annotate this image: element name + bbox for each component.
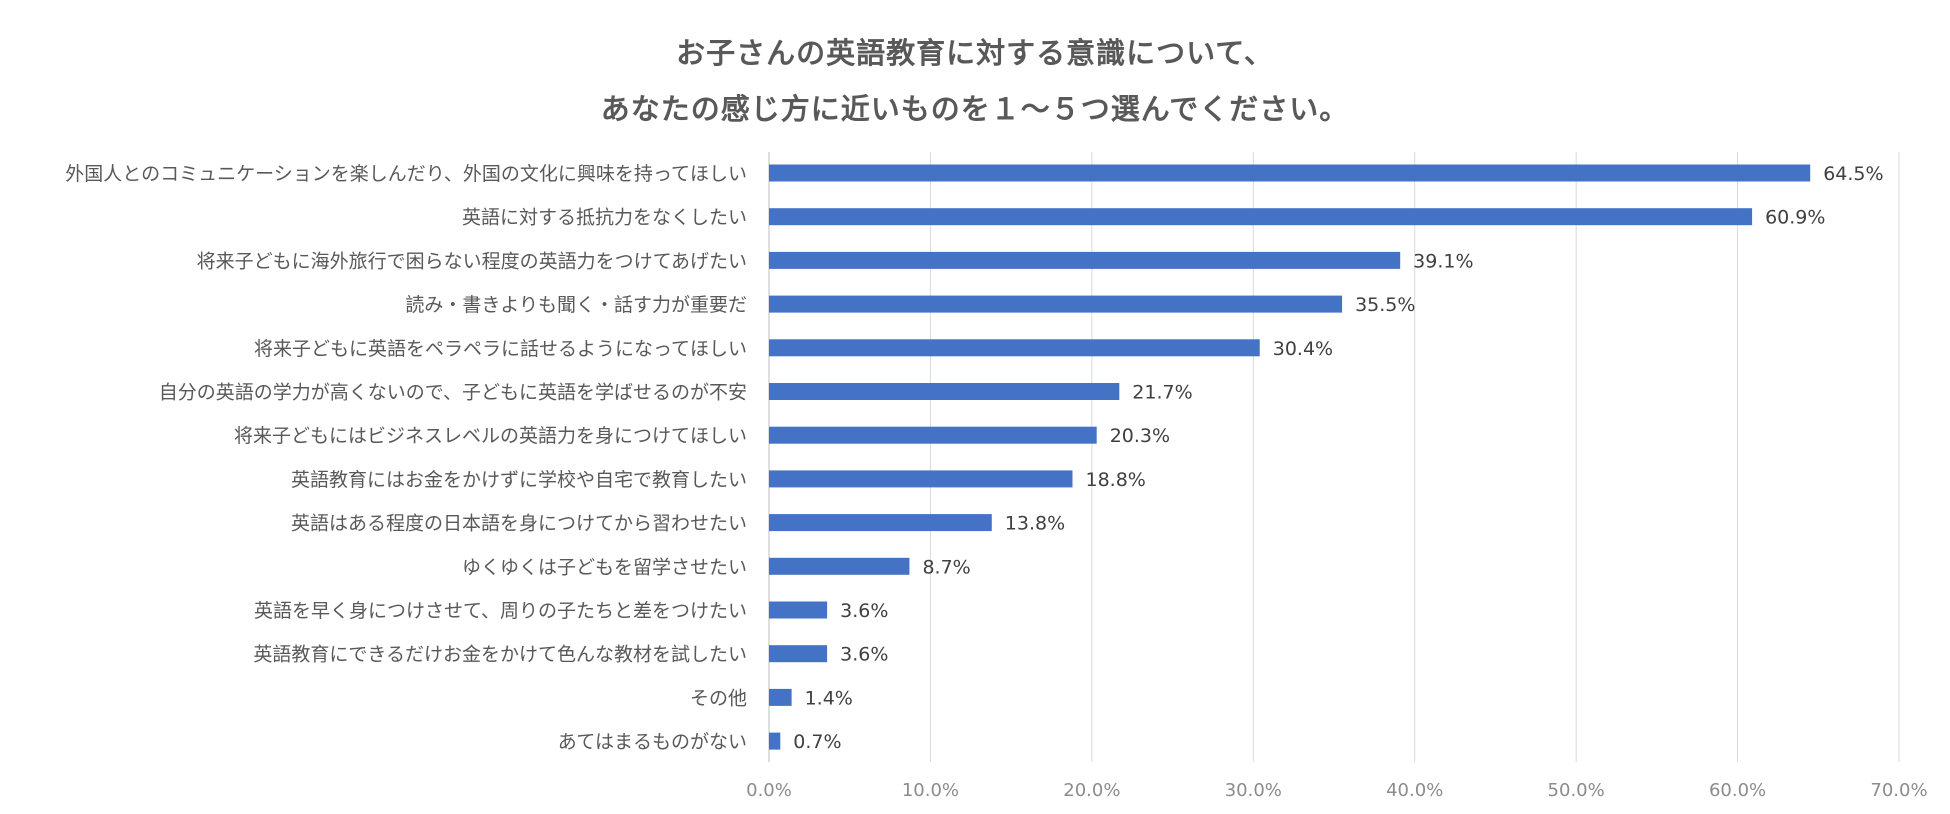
bar bbox=[769, 295, 1343, 313]
x-tick-label: 30.0% bbox=[1225, 780, 1282, 801]
bar bbox=[769, 645, 828, 663]
bar bbox=[769, 688, 792, 706]
category-label: 将来子どもにはビジネスレベルの英語力を身につけてほしい bbox=[234, 425, 747, 447]
data-label: 8.7% bbox=[922, 556, 970, 578]
category-label: その他 bbox=[690, 687, 747, 709]
x-tick-label: 40.0% bbox=[1386, 780, 1443, 801]
bar bbox=[769, 732, 781, 750]
category-label: ゆくゆくは子どもを留学させたい bbox=[462, 556, 747, 578]
bar bbox=[769, 514, 992, 532]
bar bbox=[769, 208, 1753, 226]
category-label: 将来子どもに海外旅行で困らない程度の英語力をつけてあげたい bbox=[197, 250, 747, 272]
x-tick-label: 0.0% bbox=[746, 780, 792, 801]
category-label: 英語を早く身につけさせて、周りの子たちと差をつけたい bbox=[254, 600, 747, 622]
x-tick-label: 20.0% bbox=[1063, 780, 1120, 801]
bar bbox=[769, 383, 1120, 400]
data-label: 18.8% bbox=[1085, 469, 1145, 491]
bar bbox=[769, 557, 910, 575]
category-label: 英語に対する抵抗力をなくしたい bbox=[462, 207, 747, 229]
category-label: 外国人とのコミュニケーションを楽しんだり、外国の文化に興味を持ってほしい bbox=[65, 163, 747, 185]
data-label: 30.4% bbox=[1273, 338, 1333, 360]
category-label: 自分の英語の学力が高くないので、子どもに英語を学ばせるのが不安 bbox=[159, 382, 747, 404]
category-label: あてはまるものがない bbox=[558, 731, 747, 753]
category-label: 読み・書きよりも聞く・話す力が重要だ bbox=[405, 294, 747, 316]
category-label: 将来子どもに英語をペラペラに話せるようになってほしい bbox=[254, 338, 747, 360]
category-label: 英語教育にはお金をかけずに学校や自宅で教育したい bbox=[291, 469, 747, 491]
x-tick-label: 60.0% bbox=[1709, 780, 1766, 801]
bar bbox=[769, 251, 1401, 269]
bar bbox=[769, 601, 828, 619]
data-label: 60.9% bbox=[1765, 207, 1825, 229]
bar bbox=[769, 339, 1260, 357]
data-label: 21.7% bbox=[1132, 382, 1192, 404]
bar bbox=[769, 164, 1811, 182]
data-label: 0.7% bbox=[793, 731, 841, 753]
data-label: 3.6% bbox=[840, 644, 888, 666]
x-tick-label: 50.0% bbox=[1548, 780, 1605, 801]
category-label: 英語教育にできるだけお金をかけて色んな教材を試したい bbox=[253, 644, 747, 666]
chart-title-line-1: お子さんの英語教育に対する意識について、 bbox=[676, 36, 1274, 70]
data-label: 64.5% bbox=[1823, 163, 1883, 185]
data-label: 20.3% bbox=[1110, 425, 1170, 447]
data-label: 1.4% bbox=[805, 687, 853, 709]
data-label: 13.8% bbox=[1005, 513, 1065, 535]
data-label: 3.6% bbox=[840, 600, 888, 622]
data-label: 39.1% bbox=[1413, 250, 1473, 272]
x-tick-label: 10.0% bbox=[902, 780, 959, 801]
bar bbox=[769, 470, 1073, 488]
bar bbox=[769, 426, 1097, 444]
data-label: 35.5% bbox=[1355, 294, 1415, 316]
x-tick-label: 70.0% bbox=[1870, 780, 1927, 801]
category-label: 英語はある程度の日本語を身につけてから習わせたい bbox=[291, 513, 747, 535]
chart-title-line-2: あなたの感じ方に近いものを１～５つ選んでください。 bbox=[600, 92, 1350, 126]
